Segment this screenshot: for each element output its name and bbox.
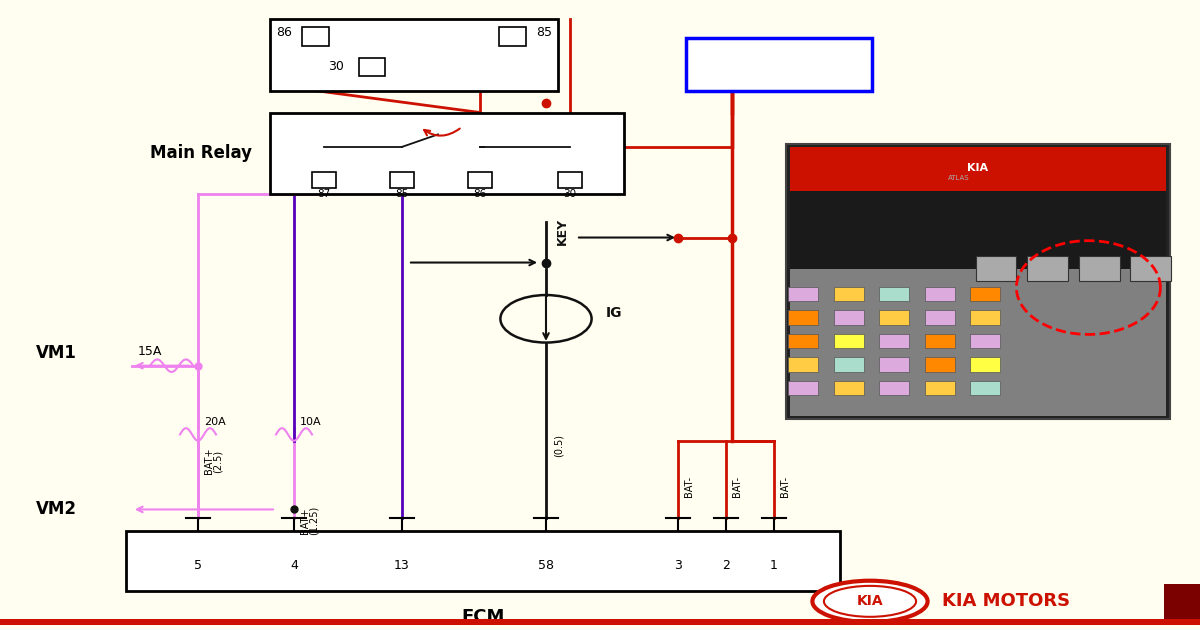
Bar xyxy=(312,172,336,188)
Bar xyxy=(834,381,864,395)
Text: 86: 86 xyxy=(276,26,292,39)
Bar xyxy=(788,287,818,301)
Text: 4: 4 xyxy=(290,559,298,572)
Text: 86: 86 xyxy=(473,189,487,199)
Text: Main Relay: Main Relay xyxy=(150,144,252,162)
Text: KIA: KIA xyxy=(857,594,883,609)
Text: BAT-: BAT- xyxy=(684,476,694,496)
Bar xyxy=(359,57,385,76)
Text: 20A: 20A xyxy=(204,417,226,427)
Bar xyxy=(834,311,864,324)
Bar xyxy=(970,287,1000,301)
Text: ECM: ECM xyxy=(461,608,505,626)
Bar xyxy=(880,334,910,348)
Text: KIA MOTORS: KIA MOTORS xyxy=(942,592,1070,610)
Text: (1.25): (1.25) xyxy=(308,506,318,535)
Bar xyxy=(788,311,818,324)
Bar xyxy=(880,381,910,395)
Bar xyxy=(788,381,818,395)
Bar xyxy=(790,269,1166,416)
Text: 87: 87 xyxy=(317,189,331,199)
Bar xyxy=(925,334,955,348)
Bar xyxy=(970,334,1000,348)
Text: 10A: 10A xyxy=(300,417,322,427)
Ellipse shape xyxy=(812,581,928,622)
Bar xyxy=(302,27,329,45)
Bar xyxy=(976,256,1016,281)
Bar xyxy=(970,311,1000,324)
Text: 30: 30 xyxy=(328,60,343,73)
Bar xyxy=(558,172,582,188)
Bar xyxy=(970,357,1000,372)
Bar xyxy=(0,619,1200,625)
Bar xyxy=(880,287,910,301)
Text: VM1: VM1 xyxy=(36,344,77,362)
Bar xyxy=(834,287,864,301)
Text: (0.5): (0.5) xyxy=(553,433,563,457)
Bar xyxy=(270,113,624,194)
Bar xyxy=(925,381,955,395)
Text: KIA: KIA xyxy=(967,163,989,173)
Bar xyxy=(1164,585,1200,619)
Text: (2.5): (2.5) xyxy=(212,449,222,472)
Text: 2: 2 xyxy=(722,559,730,572)
Bar xyxy=(925,357,955,372)
Text: IG: IG xyxy=(606,306,623,319)
Text: 1: 1 xyxy=(770,559,778,572)
Text: VM2: VM2 xyxy=(36,500,77,518)
Bar xyxy=(468,172,492,188)
Bar xyxy=(390,172,414,188)
Text: Battery: Battery xyxy=(736,54,823,74)
Text: 5: 5 xyxy=(194,559,202,572)
Text: BAT-: BAT- xyxy=(780,476,790,496)
Bar xyxy=(126,531,840,591)
Bar xyxy=(834,357,864,372)
Text: BAT-: BAT- xyxy=(732,476,742,496)
Text: 85: 85 xyxy=(536,26,552,39)
Text: 58: 58 xyxy=(538,559,554,572)
Bar xyxy=(1079,256,1120,281)
Bar xyxy=(1027,256,1068,281)
Bar xyxy=(786,144,1170,419)
Text: 13: 13 xyxy=(394,559,410,572)
Bar xyxy=(925,287,955,301)
Bar xyxy=(788,334,818,348)
Bar xyxy=(880,311,910,324)
Bar xyxy=(880,357,910,372)
Bar xyxy=(790,147,1166,191)
Bar xyxy=(1130,256,1171,281)
Bar xyxy=(788,357,818,372)
Text: 30: 30 xyxy=(564,189,576,199)
Text: 3: 3 xyxy=(674,559,682,572)
Bar xyxy=(790,191,1166,269)
Text: 15A: 15A xyxy=(138,345,162,358)
Bar xyxy=(499,27,526,45)
Ellipse shape xyxy=(824,586,916,617)
Bar xyxy=(925,311,955,324)
Bar xyxy=(834,334,864,348)
Bar xyxy=(270,19,558,91)
Bar xyxy=(970,381,1000,395)
Bar xyxy=(686,38,872,91)
Text: ATLAS: ATLAS xyxy=(948,175,970,181)
Text: 85: 85 xyxy=(395,189,409,199)
Text: KEY: KEY xyxy=(556,218,569,245)
Text: BAT+: BAT+ xyxy=(300,507,310,534)
Text: BAT+: BAT+ xyxy=(204,448,214,474)
